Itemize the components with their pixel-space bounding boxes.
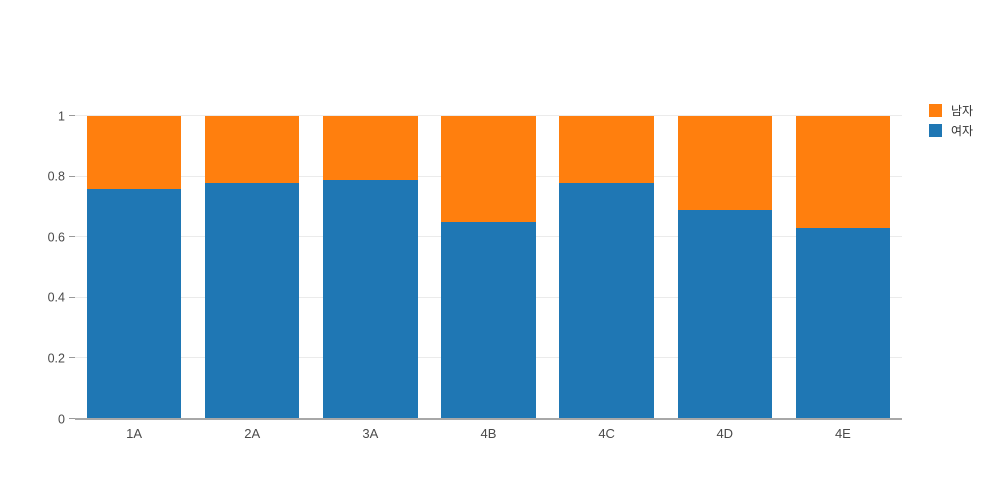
bar-2A <box>204 116 300 419</box>
bar-segment-여자[interactable] <box>559 182 654 419</box>
y-tick-mark <box>69 236 75 238</box>
gridline <box>75 115 902 116</box>
x-axis-line <box>75 418 902 420</box>
bar-segment-여자[interactable] <box>204 182 300 419</box>
bar-segment-여자[interactable] <box>323 179 418 419</box>
legend-swatch <box>929 104 942 117</box>
bar-segment-남자[interactable] <box>795 116 891 229</box>
bar-segment-남자[interactable] <box>441 116 536 223</box>
bar-segment-여자[interactable] <box>86 188 182 419</box>
x-tick-label: 1A <box>126 426 143 441</box>
x-tick-label: 4B <box>480 426 497 441</box>
bar-segment-남자[interactable] <box>677 116 773 210</box>
legend-label: 여자 <box>951 123 974 138</box>
bar-group-4D: 4D <box>666 116 784 441</box>
bar-segment-남자[interactable] <box>204 116 300 183</box>
bar-group-1A: 1A <box>75 116 193 441</box>
x-tick-label: 4C <box>598 426 615 441</box>
bar-group-4E: 4E <box>784 116 902 441</box>
y-tick-mark <box>69 296 75 298</box>
bar-segment-여자[interactable] <box>441 222 536 419</box>
x-tick-label: 2A <box>244 426 261 441</box>
bar-segment-남자[interactable] <box>86 116 182 189</box>
legend-item-여자[interactable]: 여자 <box>929 124 973 137</box>
x-tick-label: 4D <box>716 426 734 441</box>
bar-group-4B: 4B <box>429 116 547 441</box>
bar-segment-여자[interactable] <box>795 228 891 419</box>
x-tick-label: 3A <box>362 426 379 441</box>
y-tick-mark <box>69 115 75 116</box>
y-tick-mark <box>69 357 75 359</box>
y-tick-mark <box>69 418 75 419</box>
y-tick-label: 0.4 <box>47 290 65 305</box>
bar-group-3A: 3A <box>311 116 429 441</box>
bar-4B <box>441 116 536 419</box>
plot-area: 0 0.2 0.4 0.6 0.8 1 1A 2A 3A 4B 4C 4D 4E <box>48 110 902 441</box>
y-tick-mark <box>69 175 75 177</box>
bars: 1A 2A 3A 4B 4C 4D 4E <box>75 116 902 441</box>
legend-swatch <box>929 124 942 137</box>
bar-group-2A: 2A <box>193 116 311 441</box>
bar-segment-남자[interactable] <box>559 116 654 183</box>
bar-4E <box>795 116 891 419</box>
bar-4D <box>677 116 773 419</box>
y-tick-label: 0 <box>58 411 65 426</box>
y-tick-label: 0.8 <box>47 169 65 184</box>
y-tick-label: 0.2 <box>47 351 65 366</box>
bar-3A <box>323 116 418 419</box>
y-tick-label: 1 <box>58 108 65 123</box>
bar-1A <box>86 116 182 419</box>
bar-segment-여자[interactable] <box>677 209 773 419</box>
bar-group-4C: 4C <box>548 116 666 441</box>
y-tick-label: 0.6 <box>47 229 65 244</box>
bar-4C <box>559 116 654 419</box>
bar-segment-남자[interactable] <box>323 116 418 180</box>
x-tick-label: 4E <box>834 426 851 441</box>
legend-item-남자[interactable]: 남자 <box>929 104 973 117</box>
legend-label: 남자 <box>951 103 974 118</box>
